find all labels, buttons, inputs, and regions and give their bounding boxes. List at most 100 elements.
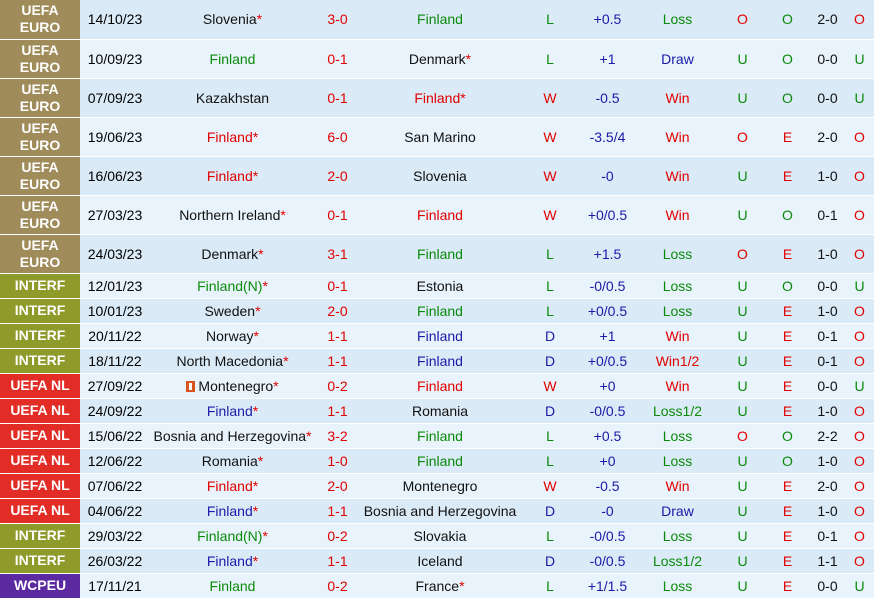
home-team-cell[interactable]: Northern Ireland* xyxy=(150,195,315,234)
away-team-name[interactable]: Finland xyxy=(414,89,461,106)
score-cell[interactable]: 1-1 xyxy=(315,398,360,423)
score-cell[interactable]: 3-0 xyxy=(315,0,360,39)
away-team-cell[interactable]: Finland xyxy=(360,348,520,373)
away-team-cell[interactable]: Romania xyxy=(360,398,520,423)
home-team-cell[interactable]: Finland xyxy=(150,39,315,78)
competition-badge[interactable]: UEFA NL xyxy=(0,498,80,523)
away-team-cell[interactable]: Finland xyxy=(360,448,520,473)
home-team-cell[interactable]: Finland* xyxy=(150,156,315,195)
away-team-cell[interactable]: Finland* xyxy=(360,78,520,117)
competition-badge[interactable]: UEFA EURO xyxy=(0,234,80,273)
home-team-name[interactable]: Bosnia and Herzegovina xyxy=(153,427,307,444)
competition-badge[interactable]: INTERF xyxy=(0,348,80,373)
table-row[interactable]: UEFA EURO 14/10/23 Slovenia* 3-0 Finland L +0.… xyxy=(0,0,874,39)
competition-badge[interactable]: UEFA NL xyxy=(0,448,80,473)
home-team-cell[interactable]: Finland* xyxy=(150,117,315,156)
away-team-name[interactable]: Finland xyxy=(417,245,463,262)
home-team-name[interactable]: Sweden xyxy=(204,302,256,319)
away-team-cell[interactable]: Finland xyxy=(360,0,520,39)
score-cell[interactable]: 1-1 xyxy=(315,323,360,348)
table-row[interactable]: INTERF 10/01/23 Sweden* 2-0 Finland L +0/0.5 Lo… xyxy=(0,298,874,323)
away-team-cell[interactable]: Iceland xyxy=(360,548,520,573)
away-team-name[interactable]: Finland xyxy=(417,206,463,223)
competition-badge[interactable]: UEFA NL xyxy=(0,423,80,448)
home-team-cell[interactable]: Finland xyxy=(150,573,315,598)
score-cell[interactable]: 2-0 xyxy=(315,473,360,498)
home-team-name[interactable]: Slovenia xyxy=(202,11,257,28)
table-row[interactable]: UEFA NL 24/09/22 Finland* 1-1 Romania D -0/0.5… xyxy=(0,398,874,423)
away-team-cell[interactable]: Montenegro xyxy=(360,473,520,498)
table-row[interactable]: WCPEU 17/11/21 Finland 0-2 France* L +1/1.5 Los… xyxy=(0,573,874,598)
away-team-cell[interactable]: Slovakia xyxy=(360,523,520,548)
away-team-name[interactable]: Bosnia and Herzegovina xyxy=(363,502,517,519)
home-team-name[interactable]: Finland(N) xyxy=(197,527,263,544)
home-team-cell[interactable]: Romania* xyxy=(150,448,315,473)
away-team-name[interactable]: Finland xyxy=(417,11,463,28)
table-row[interactable]: UEFA EURO 27/03/23 Northern Ireland* 0-1 Fin… xyxy=(0,195,874,234)
home-team-name[interactable]: Kazakhstan xyxy=(195,89,270,106)
away-team-name[interactable]: San Marino xyxy=(404,128,476,145)
score-cell[interactable]: 3-2 xyxy=(315,423,360,448)
competition-badge[interactable]: UEFA EURO xyxy=(0,0,80,39)
home-team-cell[interactable]: Finland* xyxy=(150,548,315,573)
table-row[interactable]: INTERF 26/03/22 Finland* 1-1 Iceland D -0/0.5 L… xyxy=(0,548,874,573)
away-team-name[interactable]: Finland xyxy=(417,352,463,369)
score-cell[interactable]: 0-1 xyxy=(315,78,360,117)
score-cell[interactable]: 2-0 xyxy=(315,298,360,323)
table-row[interactable]: UEFA EURO 24/03/23 Denmark* 3-1 Finland L +1.5… xyxy=(0,234,874,273)
home-team-name[interactable]: Northern Ireland xyxy=(179,206,281,223)
away-team-cell[interactable]: Finland xyxy=(360,298,520,323)
away-team-name[interactable]: France xyxy=(415,577,460,594)
score-cell[interactable]: 0-1 xyxy=(315,39,360,78)
competition-badge[interactable]: UEFA EURO xyxy=(0,39,80,78)
table-row[interactable]: UEFA NL 04/06/22 Finland* 1-1 Bosnia and Her… xyxy=(0,498,874,523)
score-cell[interactable]: 0-1 xyxy=(315,273,360,298)
score-cell[interactable]: 2-0 xyxy=(315,156,360,195)
score-cell[interactable]: 1-1 xyxy=(315,498,360,523)
table-row[interactable]: UEFA EURO 07/09/23 Kazakhstan 0-1 Finland* W -… xyxy=(0,78,874,117)
away-team-cell[interactable]: Finland xyxy=(360,234,520,273)
table-row[interactable]: UEFA EURO 19/06/23 Finland* 6-0 San Marino W -… xyxy=(0,117,874,156)
home-team-name[interactable]: Finland xyxy=(206,402,253,419)
away-team-name[interactable]: Iceland xyxy=(417,552,463,569)
score-cell[interactable]: 3-1 xyxy=(315,234,360,273)
score-cell[interactable]: 1-1 xyxy=(315,548,360,573)
table-row[interactable]: INTERF 20/11/22 Norway* 1-1 Finland D +1 Win U E 0… xyxy=(0,323,874,348)
home-team-cell[interactable]: Denmark* xyxy=(150,234,315,273)
away-team-cell[interactable]: Slovenia xyxy=(360,156,520,195)
competition-badge[interactable]: UEFA NL xyxy=(0,398,80,423)
away-team-cell[interactable]: France* xyxy=(360,573,520,598)
score-cell[interactable]: 0-1 xyxy=(315,195,360,234)
competition-badge[interactable]: INTERF xyxy=(0,298,80,323)
home-team-cell[interactable]: Slovenia* xyxy=(150,0,315,39)
table-row[interactable]: UEFA NL 12/06/22 Romania* 1-0 Finland L +0 Loss… xyxy=(0,448,874,473)
score-cell[interactable]: 1-1 xyxy=(315,348,360,373)
away-team-name[interactable]: Finland xyxy=(417,327,463,344)
competition-badge[interactable]: UEFA NL xyxy=(0,373,80,398)
home-team-cell[interactable]: Bosnia and Herzegovina* xyxy=(150,423,315,448)
away-team-name[interactable]: Montenegro xyxy=(402,477,478,494)
competition-badge[interactable]: UEFA NL xyxy=(0,473,80,498)
away-team-name[interactable]: Finland xyxy=(417,427,463,444)
score-cell[interactable]: 0-2 xyxy=(315,573,360,598)
home-team-name[interactable]: Finland xyxy=(209,50,256,67)
home-team-cell[interactable]: Finland* xyxy=(150,498,315,523)
home-team-name[interactable]: Norway xyxy=(206,327,254,344)
competition-badge[interactable]: UEFA EURO xyxy=(0,195,80,234)
away-team-cell[interactable]: Finland xyxy=(360,195,520,234)
home-team-name[interactable]: Finland xyxy=(206,167,253,184)
away-team-name[interactable]: Romania xyxy=(411,402,469,419)
competition-badge[interactable]: INTERF xyxy=(0,523,80,548)
table-row[interactable]: UEFA EURO 10/09/23 Finland 0-1 Denmark* L +1 Dr… xyxy=(0,39,874,78)
away-team-cell[interactable]: Denmark* xyxy=(360,39,520,78)
home-team-cell[interactable]: Norway* xyxy=(150,323,315,348)
table-row[interactable]: UEFA EURO 16/06/23 Finland* 2-0 Slovenia W -0 W… xyxy=(0,156,874,195)
home-team-cell[interactable]: Finland(N)* xyxy=(150,523,315,548)
away-team-cell[interactable]: Bosnia and Herzegovina xyxy=(360,498,520,523)
competition-badge[interactable]: UEFA EURO xyxy=(0,78,80,117)
away-team-name[interactable]: Finland xyxy=(417,377,463,394)
home-team-name[interactable]: Finland xyxy=(206,128,253,145)
competition-badge[interactable]: INTERF xyxy=(0,323,80,348)
away-team-cell[interactable]: San Marino xyxy=(360,117,520,156)
home-team-cell[interactable]: Finland* xyxy=(150,398,315,423)
